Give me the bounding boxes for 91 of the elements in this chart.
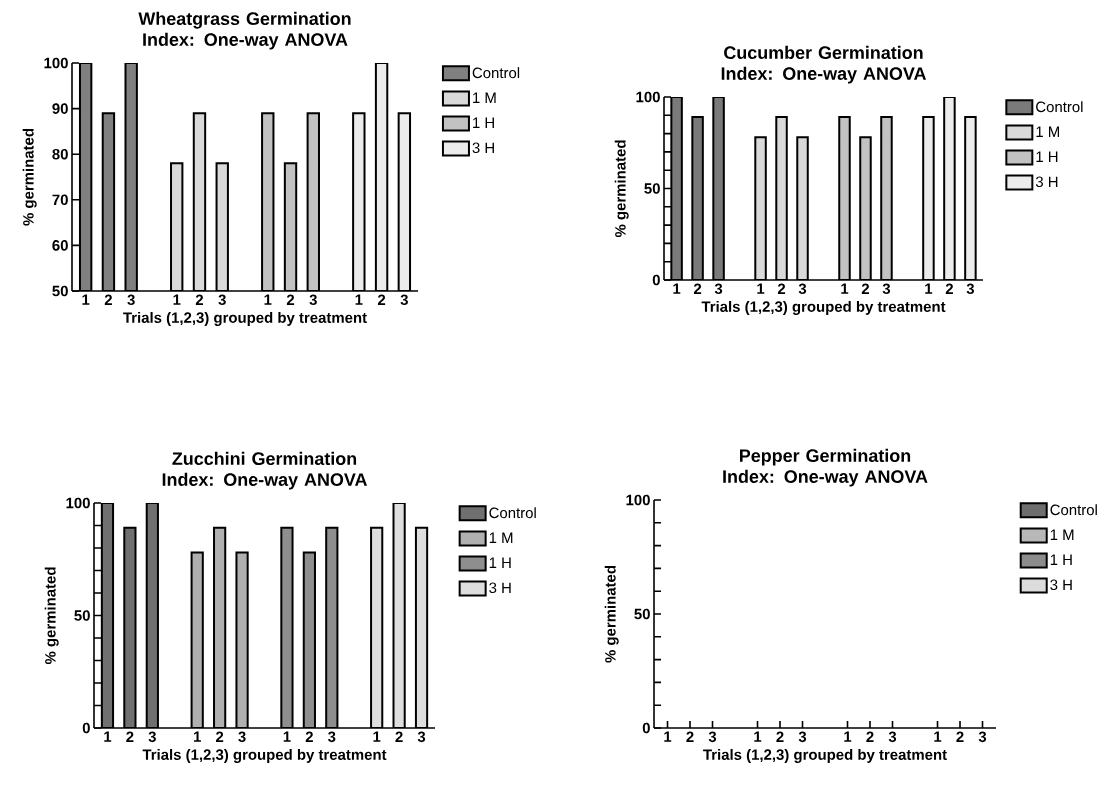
x-tick-label: 3: [400, 294, 408, 306]
x-tick-label: 1: [283, 731, 291, 742]
x-tick-label: 3: [966, 283, 975, 295]
legend-label: 3 H: [1050, 579, 1072, 591]
x-tick-label: 2: [956, 731, 964, 742]
x-tick-label: 1: [355, 294, 363, 305]
x-tick-label: 3: [218, 294, 226, 306]
y-axis-title: % germinated: [44, 567, 59, 665]
legend-label: Control: [1036, 101, 1083, 113]
x-tick-label: 2: [377, 294, 386, 305]
x-tick-label: 1: [673, 283, 681, 294]
x-tick-label: 3: [714, 283, 723, 295]
y-tick-label: 50: [74, 610, 90, 621]
y-tick-label: 50: [634, 608, 650, 620]
x-tick-label: 1: [173, 294, 181, 305]
x-tick-label: 3: [148, 731, 156, 743]
legend-label: 1 M: [473, 92, 496, 103]
x-tick-label: 1: [844, 731, 852, 742]
x-tick-label: 2: [866, 731, 874, 742]
legend-label: 1 M: [489, 532, 513, 543]
y-tick-label: 100: [44, 57, 68, 69]
x-tick-label: 1: [82, 294, 90, 305]
x-axis-title: Trials (1,2,3) grouped by treatment: [123, 311, 367, 326]
y-tick-label: 70: [52, 194, 68, 206]
x-tick-label: 1: [841, 283, 849, 294]
x-tick-label: 2: [104, 294, 112, 305]
x-axis-title: Trials (1,2,3) grouped by treatment: [142, 748, 387, 763]
chart-title: Wheatgrass Germination Index: One-way ANOVA: [138, 11, 351, 50]
x-tick-label: 3: [708, 731, 717, 743]
x-tick-label: 3: [798, 283, 807, 295]
legend-label: 1 H: [473, 117, 494, 128]
x-tick-label: 2: [215, 731, 224, 742]
x-tick-label: 1: [264, 294, 272, 305]
legend-label: 1 H: [489, 557, 511, 568]
x-tick-label: 2: [686, 731, 694, 742]
y-axis-title: % germinated: [22, 129, 37, 226]
x-tick-label: 1: [373, 731, 381, 742]
legend-label: 1 M: [1050, 529, 1074, 540]
x-tick-label: 3: [882, 283, 891, 295]
x-tick-label: 1: [193, 731, 201, 742]
x-tick-label: 1: [934, 731, 942, 742]
x-tick-label: 1: [664, 731, 672, 742]
x-tick-label: 3: [798, 731, 807, 743]
y-tick-label: 0: [82, 722, 90, 734]
x-tick-label: 1: [754, 731, 762, 742]
x-axis-title: Trials (1,2,3) grouped by treatment: [701, 300, 946, 315]
legend-label: 1 H: [1036, 151, 1058, 162]
y-tick-label: 90: [52, 103, 68, 114]
x-tick-label: 3: [238, 731, 246, 743]
y-tick-label: 0: [642, 722, 650, 734]
y-tick-label: 100: [626, 494, 650, 506]
y-tick-label: 100: [636, 91, 660, 103]
x-tick-label: 1: [104, 731, 112, 742]
x-tick-label: 2: [693, 283, 702, 294]
chart-title: Zucchini Germination Index: One-way ANOVA: [162, 451, 368, 490]
x-tick-label: 3: [127, 294, 135, 306]
x-axis-title: Trials (1,2,3) grouped by treatment: [703, 748, 947, 763]
x-tick-label: 3: [309, 294, 317, 306]
chart-title: Pepper Germination Index: One-way ANOVA: [723, 448, 928, 487]
legend-label: 3 H: [1035, 176, 1058, 188]
y-tick-label: 50: [644, 183, 660, 194]
y-axis-title: % germinated: [604, 566, 619, 663]
x-tick-label: 1: [757, 283, 765, 294]
legend-label: Control: [489, 507, 536, 519]
y-tick-label: 80: [52, 148, 68, 160]
x-tick-label: 2: [195, 294, 204, 305]
chart-title: Cucumber Germination Index: One-way ANOVA: [721, 45, 927, 84]
x-tick-label: 2: [126, 731, 134, 742]
y-tick-label: 100: [66, 497, 90, 509]
legend-label: 3 H: [489, 582, 511, 594]
legend-label: Control: [1050, 504, 1097, 516]
x-tick-label: 2: [395, 731, 403, 742]
x-tick-label: 3: [417, 731, 426, 743]
x-tick-label: 2: [305, 731, 313, 742]
x-tick-label: 2: [861, 283, 870, 294]
x-tick-label: 2: [777, 283, 786, 294]
x-tick-label: 3: [888, 731, 897, 743]
legend-label: 1 H: [1050, 554, 1072, 565]
x-tick-label: 2: [945, 283, 953, 294]
y-tick-label: 0: [652, 274, 660, 286]
x-tick-label: 3: [327, 731, 336, 743]
y-tick-label: 60: [52, 240, 68, 251]
x-tick-label: 2: [776, 731, 784, 742]
legend-label: 1 M: [1036, 126, 1059, 137]
x-tick-label: 1: [925, 283, 933, 294]
legend-label: 3 H: [472, 142, 494, 154]
legend-label: Control: [472, 67, 520, 79]
y-tick-label: 50: [52, 285, 68, 297]
x-tick-label: 2: [286, 294, 295, 305]
y-axis-title: % germinated: [614, 140, 629, 238]
x-tick-label: 3: [978, 731, 987, 743]
